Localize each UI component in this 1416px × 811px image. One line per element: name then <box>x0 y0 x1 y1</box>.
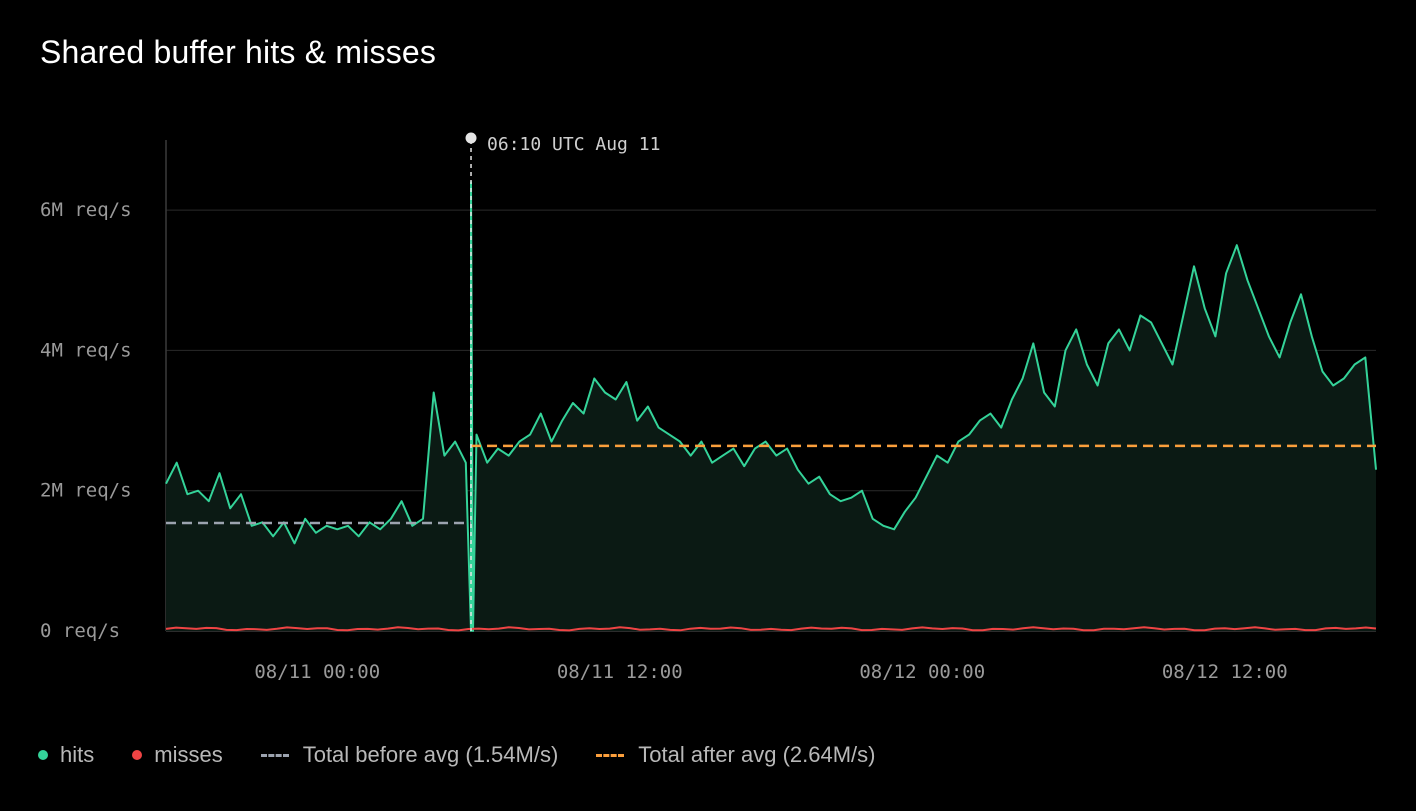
x-tick-label: 08/11 00:00 <box>254 661 380 683</box>
y-tick-label: 0 req/s <box>40 620 120 642</box>
hits-area <box>166 182 1376 631</box>
hits-line <box>165 181 1377 632</box>
misses-line <box>165 626 1377 632</box>
marker-label: 06:10 UTC Aug 11 <box>487 134 660 155</box>
legend-label-after-avg: Total after avg (2.64M/s) <box>638 742 876 767</box>
legend-item-hits[interactable]: hits <box>38 742 94 768</box>
after-avg-dash-icon <box>596 753 625 757</box>
legend-label-misses: misses <box>154 742 223 767</box>
misses-dot-icon <box>132 750 143 760</box>
hits-dot-icon <box>38 750 48 760</box>
x-tick-label: 08/11 12:00 <box>557 661 683 683</box>
chart-title: Shared buffer hits & misses <box>40 34 437 70</box>
legend-label-hits: hits <box>60 742 95 767</box>
legend-label-before-avg: Total before avg (1.54M/s) <box>302 742 559 767</box>
y-tick-label: 2M req/s <box>40 480 132 502</box>
before-avg-dash-icon <box>260 753 289 757</box>
marker-dot-icon <box>465 132 477 144</box>
legend-item-before-avg[interactable]: Total before avg (1.54M/s) <box>260 742 559 768</box>
y-tick-label: 4M req/s <box>40 339 132 361</box>
chart-legend: hits misses Total before avg (1.54M/s) T… <box>38 742 914 768</box>
legend-item-after-avg[interactable]: Total after avg (2.64M/s) <box>596 742 876 768</box>
x-tick-label: 08/12 00:00 <box>859 661 985 683</box>
legend-item-misses[interactable]: misses <box>132 742 223 768</box>
x-tick-label: 08/12 12:00 <box>1162 661 1288 683</box>
y-tick-label: 6M req/s <box>40 199 132 221</box>
